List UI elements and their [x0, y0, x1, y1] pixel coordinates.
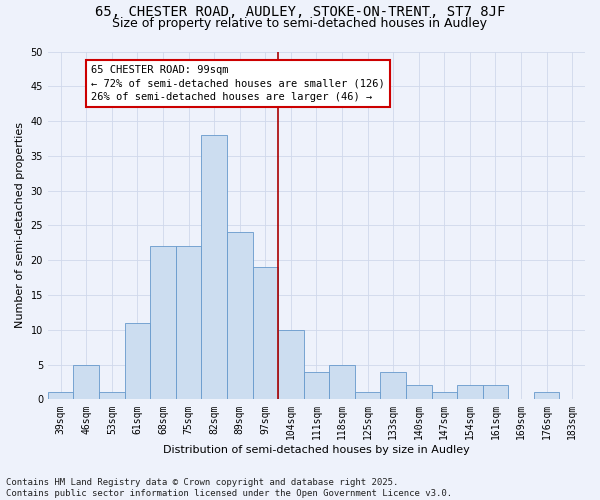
Bar: [150, 246, 176, 400]
Text: 65 CHESTER ROAD: 99sqm
← 72% of semi-detached houses are smaller (126)
26% of se: 65 CHESTER ROAD: 99sqm ← 72% of semi-det…: [91, 66, 385, 102]
Bar: [457, 386, 482, 400]
Bar: [406, 386, 431, 400]
Bar: [431, 392, 457, 400]
Bar: [99, 392, 125, 400]
X-axis label: Distribution of semi-detached houses by size in Audley: Distribution of semi-detached houses by …: [163, 445, 470, 455]
Bar: [329, 364, 355, 400]
Y-axis label: Number of semi-detached properties: Number of semi-detached properties: [15, 122, 25, 328]
Bar: [253, 267, 278, 400]
Bar: [278, 330, 304, 400]
Bar: [482, 386, 508, 400]
Bar: [380, 372, 406, 400]
Text: Size of property relative to semi-detached houses in Audley: Size of property relative to semi-detach…: [113, 18, 487, 30]
Bar: [355, 392, 380, 400]
Bar: [304, 372, 329, 400]
Bar: [534, 392, 559, 400]
Text: 65, CHESTER ROAD, AUDLEY, STOKE-ON-TRENT, ST7 8JF: 65, CHESTER ROAD, AUDLEY, STOKE-ON-TRENT…: [95, 5, 505, 19]
Bar: [202, 135, 227, 400]
Bar: [176, 246, 202, 400]
Bar: [227, 232, 253, 400]
Bar: [125, 323, 150, 400]
Bar: [48, 392, 73, 400]
Bar: [73, 364, 99, 400]
Text: Contains HM Land Registry data © Crown copyright and database right 2025.
Contai: Contains HM Land Registry data © Crown c…: [6, 478, 452, 498]
